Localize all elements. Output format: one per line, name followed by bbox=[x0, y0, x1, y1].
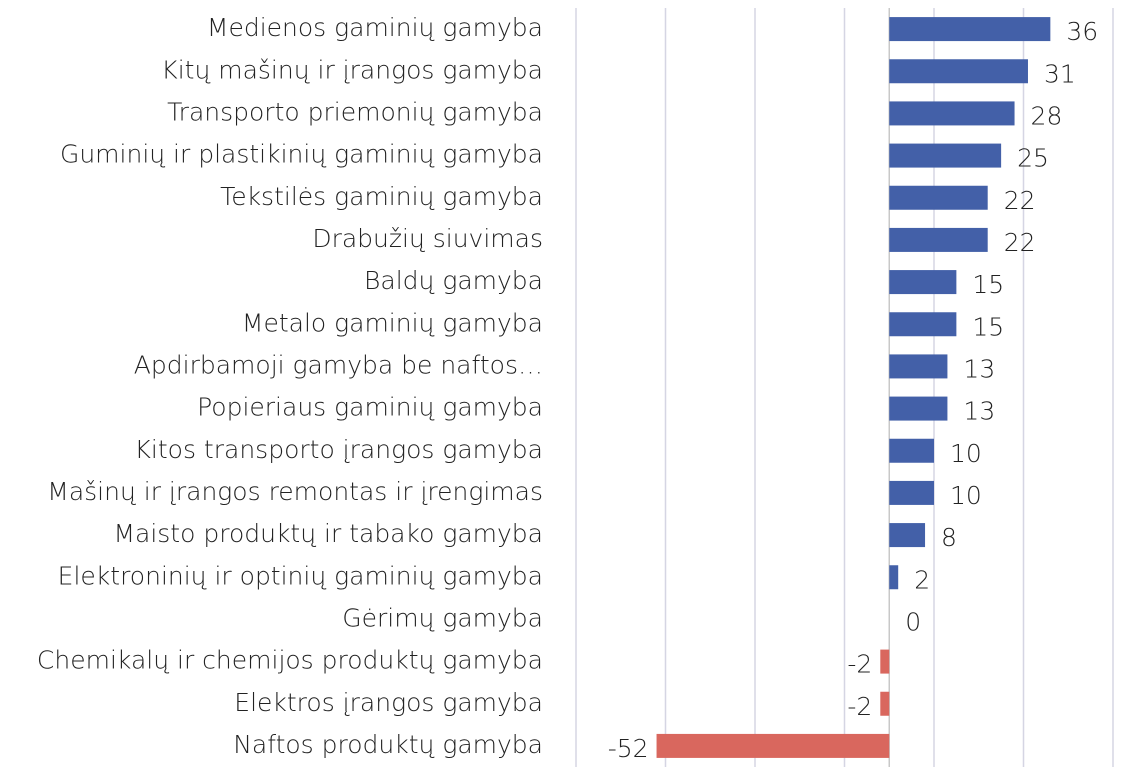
category-label: Elektros įrangos gamyba bbox=[234, 688, 543, 717]
category-label: Metalo gaminių gamyba bbox=[242, 308, 543, 337]
category-label: Maisto produktų ir tabako gamyba bbox=[113, 519, 543, 548]
value-label: 28 bbox=[1031, 101, 1063, 130]
category-label: Kitos transporto įrangos gamyba bbox=[135, 435, 543, 464]
value-label: 36 bbox=[1066, 17, 1098, 46]
bar bbox=[889, 270, 957, 295]
value-label: 22 bbox=[1004, 186, 1036, 215]
bar bbox=[889, 480, 934, 505]
category-label: Guminių ir plastikinių gaminių gamyba bbox=[60, 140, 543, 169]
value-label: 13 bbox=[963, 354, 995, 383]
category-label: Apdirbamoji gamyba be naftos… bbox=[134, 350, 543, 379]
value-label: 15 bbox=[972, 312, 1004, 341]
value-label: 25 bbox=[1017, 144, 1049, 173]
category-label: Kitų mašinų ir įrangos gamyba bbox=[161, 55, 543, 84]
value-label: 31 bbox=[1044, 59, 1076, 88]
value-label: 0 bbox=[905, 607, 921, 636]
category-label: Mašinų ir įrangos remontas ir įrengimas bbox=[47, 477, 543, 506]
category-label: Naftos produktų gamyba bbox=[233, 730, 543, 759]
bar bbox=[889, 185, 988, 210]
bar bbox=[889, 565, 899, 590]
bar bbox=[889, 312, 957, 337]
category-label: Tekstilės gaminių gamyba bbox=[220, 182, 543, 211]
category-label: Transporto priemonių gamyba bbox=[167, 97, 543, 126]
category-label: Elektroninių ir optinių gaminių gamyba bbox=[58, 561, 543, 590]
bar bbox=[656, 733, 890, 758]
value-label: 15 bbox=[972, 270, 1004, 299]
bar bbox=[889, 17, 1051, 42]
category-label: Popieriaus gaminių gamyba bbox=[197, 393, 543, 422]
bar bbox=[889, 143, 1002, 168]
category-label: Baldų gamyba bbox=[364, 266, 543, 295]
value-label: 10 bbox=[950, 439, 982, 468]
value-label: 10 bbox=[950, 481, 982, 510]
bar bbox=[880, 649, 890, 674]
bar bbox=[889, 523, 926, 548]
bar bbox=[889, 438, 934, 463]
category-label: Gėrimų gamyba bbox=[342, 603, 543, 632]
value-label: -2 bbox=[847, 650, 872, 679]
value-label: 8 bbox=[941, 523, 957, 552]
bar bbox=[889, 59, 1028, 84]
bar bbox=[889, 227, 988, 252]
category-label: Medienos gaminių gamyba bbox=[207, 13, 543, 42]
value-label: 2 bbox=[914, 565, 930, 594]
value-label: -2 bbox=[847, 692, 872, 721]
bar bbox=[880, 691, 890, 716]
bar bbox=[889, 354, 948, 379]
category-label: Drabužių siuvimas bbox=[312, 224, 543, 253]
value-label: -52 bbox=[608, 734, 649, 763]
bar bbox=[889, 396, 948, 421]
value-label: 22 bbox=[1004, 228, 1036, 257]
value-label: 13 bbox=[963, 397, 995, 426]
category-label: Chemikalų ir chemijos produktų gamyba bbox=[37, 646, 543, 675]
bar bbox=[889, 101, 1015, 126]
